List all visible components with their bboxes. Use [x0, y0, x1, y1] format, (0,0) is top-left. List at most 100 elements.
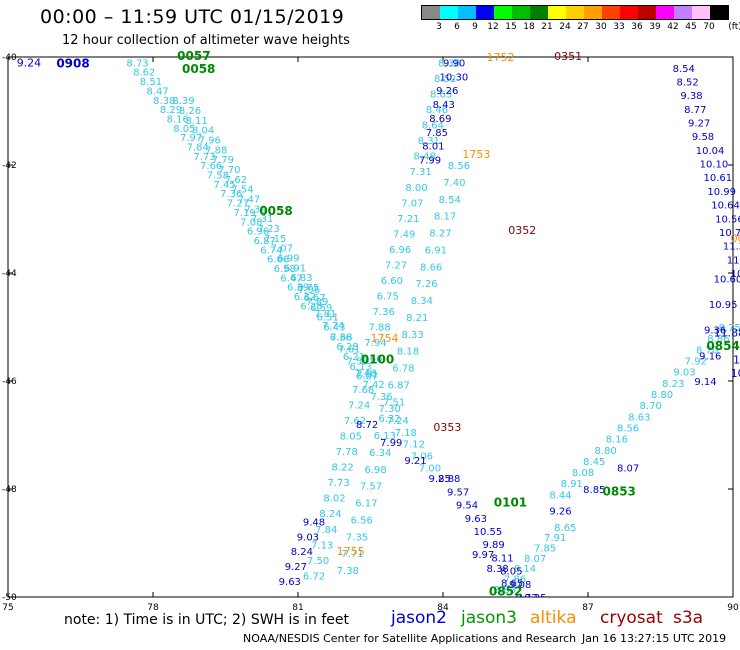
swh-value: 8.77 — [684, 105, 706, 116]
swh-value: 8.17 — [434, 212, 456, 223]
swh-value: 9.27 — [688, 119, 710, 130]
pass-time-label: 0101 — [494, 496, 527, 510]
lat-tick-label: -46 — [2, 377, 17, 387]
swh-value: 8.91 — [561, 479, 583, 490]
generated-timestamp: Jan 16 13:27:15 UTC 2019 — [582, 632, 726, 645]
swh-value: 8.34 — [411, 296, 433, 307]
swh-value: 8.45 — [583, 457, 605, 468]
swh-value: 7.91 — [356, 369, 378, 380]
swh-value: 8.43 — [433, 100, 455, 111]
swh-value: 7.40 — [443, 178, 465, 189]
swh-value: 8.54 — [439, 195, 461, 206]
swh-value: 10.04 — [696, 146, 725, 157]
pass-time-label: 1755 — [337, 545, 365, 558]
swh-value: 6.72 — [303, 571, 325, 582]
swh-value: 8.23 — [662, 379, 684, 390]
swh-value: 7.73 — [327, 478, 349, 489]
swh-value: 7.31 — [409, 167, 431, 178]
swh-value: 7.24 — [348, 400, 370, 411]
swh-value: 7.91 — [544, 533, 566, 544]
swh-value: 9.03 — [297, 532, 319, 543]
swh-value: 8.38 — [487, 564, 509, 575]
swh-value: 9.16 — [699, 351, 721, 362]
swh-value: 8.27 — [429, 229, 451, 240]
swh-value: 7.51 — [383, 397, 405, 408]
swh-value: 10.71 — [731, 269, 740, 280]
swh-value: 7.68 — [330, 333, 352, 344]
swh-value: 7.96 — [298, 285, 320, 296]
pass-time-label: 003 — [731, 232, 740, 245]
pass-time-label: 1753 — [462, 148, 490, 161]
pass-time-label: 11.18 — [733, 353, 740, 366]
pass-time-label: 0351 — [554, 50, 582, 63]
swh-value: 10.56 — [715, 214, 740, 225]
pass-time-label: 11.88 — [714, 326, 740, 339]
swh-value: 8.72 — [356, 420, 378, 431]
swh-value: 7.89 — [306, 297, 328, 308]
swh-value: 7.27 — [385, 260, 407, 271]
pass-time-label: 0100 — [361, 352, 394, 366]
mission-jason3: jason3 — [461, 608, 517, 628]
pass-time-label: 0057 — [177, 49, 210, 63]
swh-value: 8.65 — [554, 523, 576, 534]
lon-tick-label: 75 — [2, 603, 13, 613]
mission-jason2: jason2 — [391, 608, 447, 628]
lat-tick-label: -42 — [2, 161, 17, 171]
pass-time-label: 0058 — [259, 204, 292, 218]
swh-value: 8.63 — [628, 412, 650, 423]
swh-value: 8.00 — [405, 183, 427, 194]
swh-value: 8.80 — [594, 446, 616, 457]
swh-value: 9.14 — [694, 377, 716, 388]
swh-value: 9.63 — [279, 577, 301, 588]
pass-time-label: 0853 — [603, 485, 636, 499]
swh-value: 7.07 — [401, 198, 423, 209]
pass-time-label: 0852 — [489, 585, 522, 599]
swh-value: 7.12 — [403, 440, 425, 451]
swh-value: 9.54 — [456, 501, 478, 512]
swh-value: 9.57 — [447, 487, 469, 498]
pass-time-label: 9.24 — [17, 56, 42, 69]
mission-cryosat: cryosat — [600, 608, 663, 628]
swh-value: 7.21 — [397, 214, 419, 225]
swh-value: 6.32 — [378, 414, 400, 425]
swh-value: 6.75 — [377, 292, 399, 303]
swh-value: 10.64 — [711, 201, 740, 212]
lat-tick-label: -40 — [2, 53, 17, 63]
swh-value: 8.69 — [429, 114, 451, 125]
swh-value: 8.22 — [332, 463, 354, 474]
swh-value: 7.35 — [346, 532, 368, 543]
swh-value: 6.17 — [355, 499, 377, 510]
swh-value: 8.80 — [651, 390, 673, 401]
swh-value: 7.26 — [415, 279, 437, 290]
pass-time-label: 0353 — [433, 421, 461, 434]
swh-value: 8.66 — [420, 262, 442, 273]
swh-value: 7.61 — [338, 345, 360, 356]
swh-value: 7.81 — [314, 309, 336, 320]
swh-value: 8.70 — [640, 401, 662, 412]
swh-value: 7.18 — [395, 428, 417, 439]
swh-value: 10.55 — [474, 527, 503, 538]
swh-value: 6.91 — [425, 245, 447, 256]
swh-value: 9.48 — [303, 517, 325, 528]
swh-value: 6.98 — [364, 465, 386, 476]
swh-value: 7.99 — [419, 156, 441, 167]
swh-value: 7.85 — [534, 544, 556, 555]
swh-value: 10.10 — [700, 160, 729, 171]
swh-value: 6.34 — [369, 448, 391, 459]
swh-value: 8.18 — [397, 347, 419, 358]
swh-value: 7.49 — [393, 229, 415, 240]
credit-line: NOAA/NESDIS Center for Satellite Applica… — [243, 632, 576, 645]
swh-value: 8.16 — [606, 435, 628, 446]
swh-value: 9.63 — [465, 514, 487, 525]
swh-value: 8.54 — [673, 64, 695, 75]
wave-height-map: 75 78 81 84 87 90-40-42-44-46-48-508.738.628.… — [0, 0, 740, 650]
swh-value: 7.38 — [337, 566, 359, 577]
swh-value: 6.78 — [392, 364, 414, 375]
footer-note: note: 1) Time is in UTC; 2) SWH is in fe… — [64, 612, 349, 628]
swh-value: 9.38 — [680, 91, 702, 102]
pass-time-label: 0854 — [706, 339, 739, 353]
swh-value: 10.99 — [707, 187, 736, 198]
swh-value: 7.57 — [360, 482, 382, 493]
swh-value: 8.02 — [323, 494, 345, 505]
pass-time-label: 0908 — [56, 56, 89, 70]
